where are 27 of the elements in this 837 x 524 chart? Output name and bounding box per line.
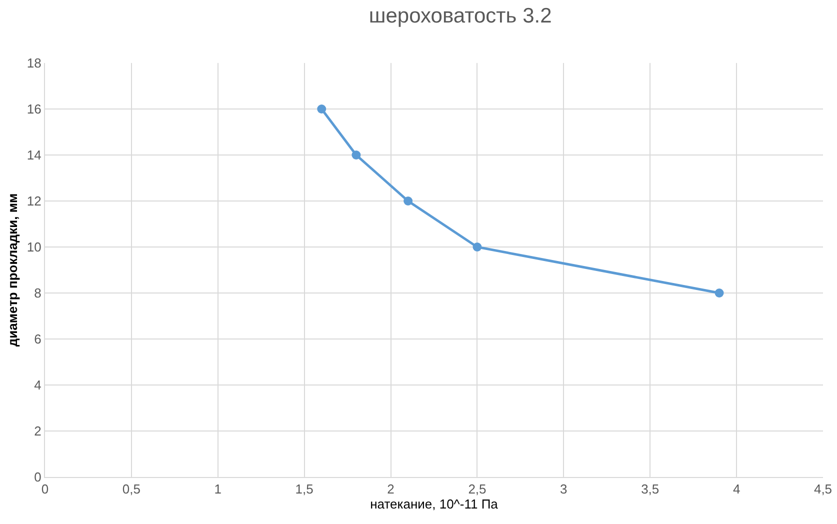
x-tick-label: 4,5 <box>814 482 832 497</box>
point <box>352 150 361 160</box>
x-axis-title: натекание, 10^-11 Па <box>370 496 499 512</box>
y-tick-label: 2 <box>34 424 42 439</box>
y-tick-label: 4 <box>34 378 42 393</box>
x-tick-label: 0,5 <box>122 482 140 497</box>
chart-title: шероховатость 3.2 <box>368 4 552 28</box>
x-tick-label: 3,5 <box>641 482 660 497</box>
point <box>404 196 413 206</box>
y-tick-label: 12 <box>26 194 42 209</box>
y-tick-label: 8 <box>34 286 42 301</box>
y-tick-label: 10 <box>26 240 42 255</box>
x-tick-label: 3 <box>560 482 568 497</box>
y-tick-label: 0 <box>34 470 42 485</box>
y-tick-label: 14 <box>26 148 42 163</box>
point <box>317 104 326 114</box>
x-tick-label: 2,5 <box>468 482 486 497</box>
x-tick-label: 4 <box>732 482 740 497</box>
x-tick-label: 1,5 <box>295 482 314 497</box>
point <box>714 288 724 298</box>
y-tick-label: 16 <box>26 102 42 117</box>
y-axis-title: диаметр прокладки, мм <box>4 193 20 347</box>
x-tick-label: 1 <box>214 482 222 497</box>
point <box>472 242 482 252</box>
x-tick-label: 2 <box>387 482 394 497</box>
y-tick-label: 6 <box>34 332 42 347</box>
y-tick-label: 18 <box>26 56 42 71</box>
